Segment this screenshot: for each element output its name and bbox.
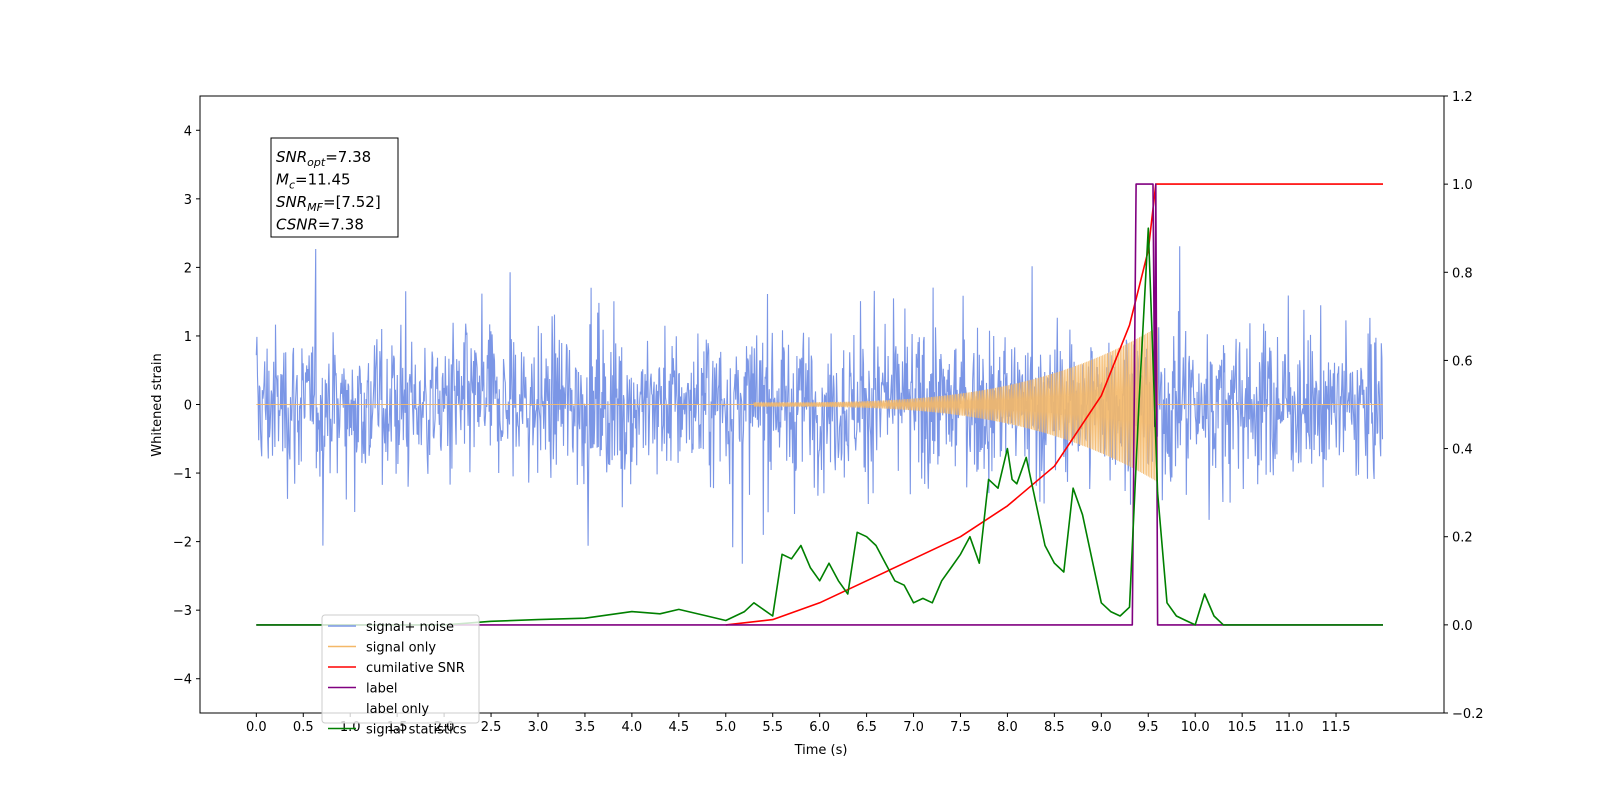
series-signal-only [256,327,1383,482]
x-tick-label: 4.0 [622,720,643,735]
x-tick-label: 10.0 [1181,720,1210,735]
x-tick-label: 6.0 [809,720,830,735]
x-tick-label: 7.5 [950,720,971,735]
y-left-tick-label: 0 [184,399,192,414]
left-y-axis: 4 3 2 1 0 −1 −2 −3 −4 [173,124,200,688]
y-right-tick-label: 1.2 [1452,90,1473,105]
legend-label: signal only [366,641,436,656]
y-right-tick-label: 0.4 [1452,443,1473,458]
series-label [256,183,1383,626]
x-axis: 0.0 0.5 1.0 1.5 2.0 2.5 3.0 3.5 4.0 4.5 5.0 5.5 6.0 6… [246,713,1351,735]
x-tick-label: 2.0 [434,720,455,735]
legend-label: label only [366,702,429,717]
annotation-line: Mc=11.45 [276,171,351,192]
x-tick-label: 0.5 [293,720,314,735]
y-right-tick-label: 0.2 [1452,531,1473,546]
y-left-tick-label: 3 [184,193,192,208]
y-right-tick-label: 0.0 [1452,619,1473,634]
legend-frame [321,614,480,724]
annotation-line: CSNR=7.38 [276,216,364,234]
x-axis-label: Time (s) [794,743,848,758]
legend-label: signal+ noise [366,620,454,635]
x-tick-label: 2.5 [481,720,502,735]
x-tick-label: 7.0 [903,720,924,735]
legend: signal+ noise signal only cumilative SNR la… [321,614,480,738]
x-tick-label: 10.5 [1228,720,1257,735]
x-tick-label: 5.5 [762,720,783,735]
x-tick-label: 11.0 [1275,720,1304,735]
x-tick-label: 3.0 [528,720,549,735]
y-left-tick-label: 4 [184,124,192,139]
x-tick-label: 1.0 [340,720,361,735]
y-left-tick-label: 1 [184,330,192,345]
y-left-tick-label: 2 [184,261,192,276]
legend-label: cumilative SNR [366,661,465,676]
series-signal-statistics [256,227,1383,626]
legend-label: label [366,682,397,697]
right-y-axis: 1.2 1.0 0.8 0.6 0.4 0.2 0.0 −0.2 [1444,90,1484,722]
y-left-tick-label: −2 [173,536,192,551]
x-tick-label: 8.5 [1044,720,1065,735]
annotation-line: SNRMF=[7.52] [276,193,381,214]
x-tick-label: 3.5 [575,720,596,735]
x-tick-label: 9.5 [1138,720,1159,735]
y-axis-label: Whitened strain [150,353,165,456]
y-right-tick-label: 0.6 [1452,354,1473,369]
y-right-tick-label: 0.8 [1452,266,1473,281]
x-tick-label: 6.5 [856,720,877,735]
x-tick-label: 0.0 [246,720,267,735]
x-tick-label: 11.5 [1322,720,1351,735]
y-right-tick-label: −0.2 [1452,707,1484,722]
x-tick-label: 1.5 [387,720,408,735]
annotation-frame [270,137,399,238]
plot-area [255,183,1384,626]
x-tick-label: 4.5 [668,720,689,735]
y-right-tick-label: 1.0 [1452,178,1473,193]
series-signal-noise [255,246,1384,564]
x-tick-label: 5.0 [715,720,736,735]
x-tick-label: 9.0 [1091,720,1112,735]
y-left-tick-label: −1 [173,467,192,482]
y-left-tick-label: −3 [173,604,192,619]
y-left-tick-label: −4 [173,673,192,688]
x-tick-label: 8.0 [997,720,1018,735]
legend-label: signal statistics [366,723,467,738]
annotation-line: SNRopt=7.38 [276,148,371,169]
